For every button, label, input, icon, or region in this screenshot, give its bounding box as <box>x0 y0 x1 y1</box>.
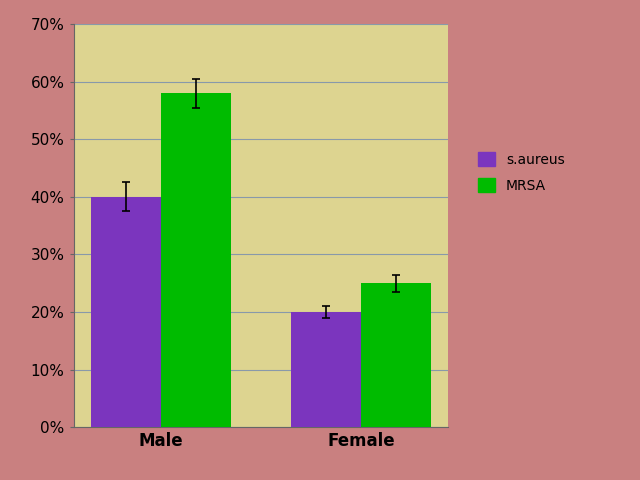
Bar <box>161 93 231 427</box>
Bar <box>91 197 161 427</box>
Bar <box>361 283 431 427</box>
Bar <box>291 312 361 427</box>
Legend: s.aureus, MRSA: s.aureus, MRSA <box>470 144 573 201</box>
